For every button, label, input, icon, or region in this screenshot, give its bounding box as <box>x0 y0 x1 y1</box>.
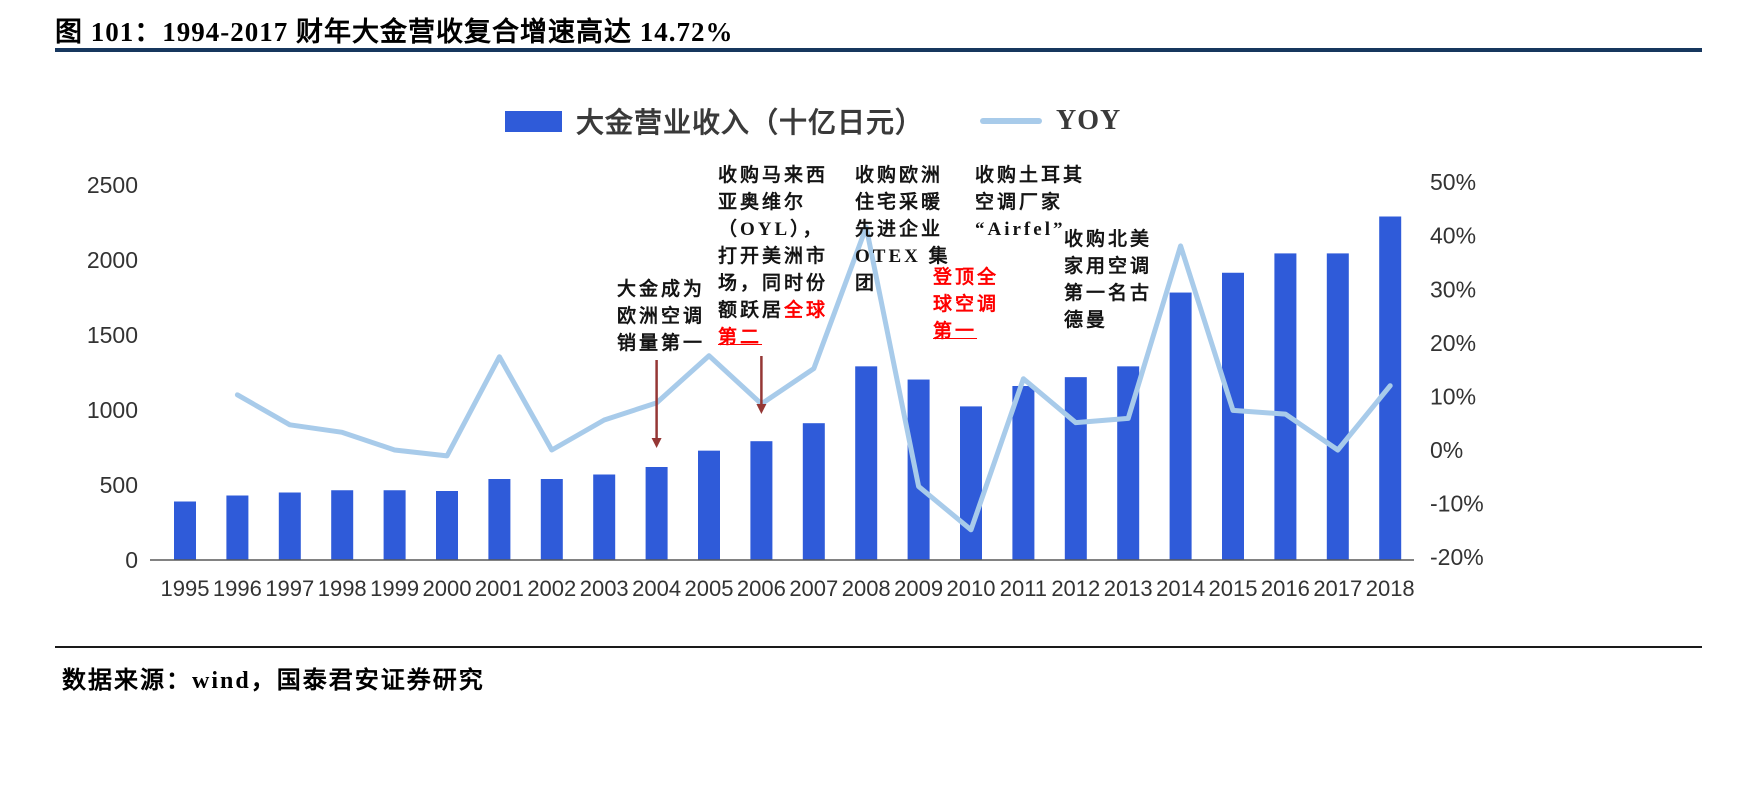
x-axis-tick: 2006 <box>737 576 786 601</box>
bar-2010 <box>960 406 982 560</box>
x-axis-tick: 1995 <box>161 576 210 601</box>
right-axis-tick: 30% <box>1430 276 1476 302</box>
bar-2002 <box>540 479 563 560</box>
x-axis-tick: 2004 <box>632 576 681 601</box>
chart-legend: 大金营业收入（十亿日元） YOY <box>505 101 1121 141</box>
x-axis-tick: 2007 <box>789 576 838 601</box>
bar-1998 <box>331 490 354 560</box>
x-axis-tick: 2018 <box>1366 576 1415 601</box>
annotation-arrow-head <box>651 438 662 448</box>
bar-2015 <box>1222 272 1244 560</box>
x-axis-tick: 1999 <box>370 576 419 601</box>
bar-1999 <box>383 490 406 560</box>
x-axis-tick: 2017 <box>1313 576 1362 601</box>
x-axis-tick: 2000 <box>423 576 472 601</box>
right-axis-tick: 40% <box>1430 223 1476 249</box>
bar-2007 <box>802 423 825 560</box>
x-axis-tick: 2008 <box>842 576 891 601</box>
legend-bar-swatch <box>505 110 562 132</box>
bar-2017 <box>1326 253 1349 560</box>
bar-2006 <box>750 441 773 560</box>
bar-2009 <box>907 379 930 560</box>
bar-2011 <box>1012 386 1035 560</box>
left-axis-tick: 2000 <box>87 247 138 273</box>
figure-title: 图 101：1994-2017 财年大金营收复合增速高达 14.72% <box>55 17 734 47</box>
x-axis-tick: 2014 <box>1156 576 1205 601</box>
right-axis-tick: 20% <box>1430 330 1476 356</box>
bar-2004 <box>645 467 668 560</box>
bar-1995 <box>174 501 196 560</box>
x-axis-tick: 2005 <box>685 576 734 601</box>
x-axis-tick: 2002 <box>527 576 576 601</box>
x-axis-tick: 2003 <box>580 576 629 601</box>
x-axis-tick: 1998 <box>318 576 367 601</box>
bar-2013 <box>1117 366 1140 560</box>
right-axis-tick: -10% <box>1430 491 1484 517</box>
footer-divider <box>55 646 1702 648</box>
right-axis-tick: -20% <box>1430 544 1484 570</box>
left-axis-tick: 2500 <box>87 172 138 198</box>
legend-line-swatch <box>980 118 1043 124</box>
x-axis-tick: 2009 <box>894 576 943 601</box>
bar-2016 <box>1274 253 1297 560</box>
x-axis-tick: 2010 <box>947 576 996 601</box>
legend-bar-label: 大金营业收入（十亿日元） <box>576 108 925 139</box>
left-axis-tick: 500 <box>100 472 138 498</box>
left-axis-tick: 1000 <box>87 397 138 423</box>
bar-2014 <box>1169 292 1192 560</box>
x-axis-tick: 2016 <box>1261 576 1310 601</box>
right-axis-tick: 50% <box>1430 169 1476 195</box>
bar-2000 <box>436 491 458 560</box>
bar-2008 <box>855 366 878 560</box>
annotation-arrow-head <box>756 404 767 414</box>
bar-1996 <box>226 495 249 560</box>
x-axis-tick: 1996 <box>213 576 262 601</box>
right-axis-tick: 0% <box>1430 437 1463 463</box>
data-source: 数据来源：wind，国泰君安证券研究 <box>62 668 485 694</box>
yoy-line <box>234 224 1393 533</box>
x-axis-tick: 2012 <box>1051 576 1100 601</box>
legend-line-label: YOY <box>1056 105 1122 136</box>
title-underline <box>55 48 1702 52</box>
bar-2003 <box>593 474 616 560</box>
bar-2001 <box>488 479 511 560</box>
x-axis-tick: 1997 <box>265 576 314 601</box>
bar-2012 <box>1064 377 1087 560</box>
left-axis-tick: 0 <box>125 547 138 573</box>
x-axis-tick: 2015 <box>1209 576 1258 601</box>
x-axis-tick: 2013 <box>1104 576 1153 601</box>
left-axis-tick: 1500 <box>87 322 138 348</box>
x-axis-tick: 2011 <box>1000 576 1047 601</box>
bar-2005 <box>698 450 720 560</box>
bar-1997 <box>278 492 301 560</box>
right-axis-tick: 10% <box>1430 383 1476 409</box>
x-axis-tick: 2001 <box>475 576 524 601</box>
